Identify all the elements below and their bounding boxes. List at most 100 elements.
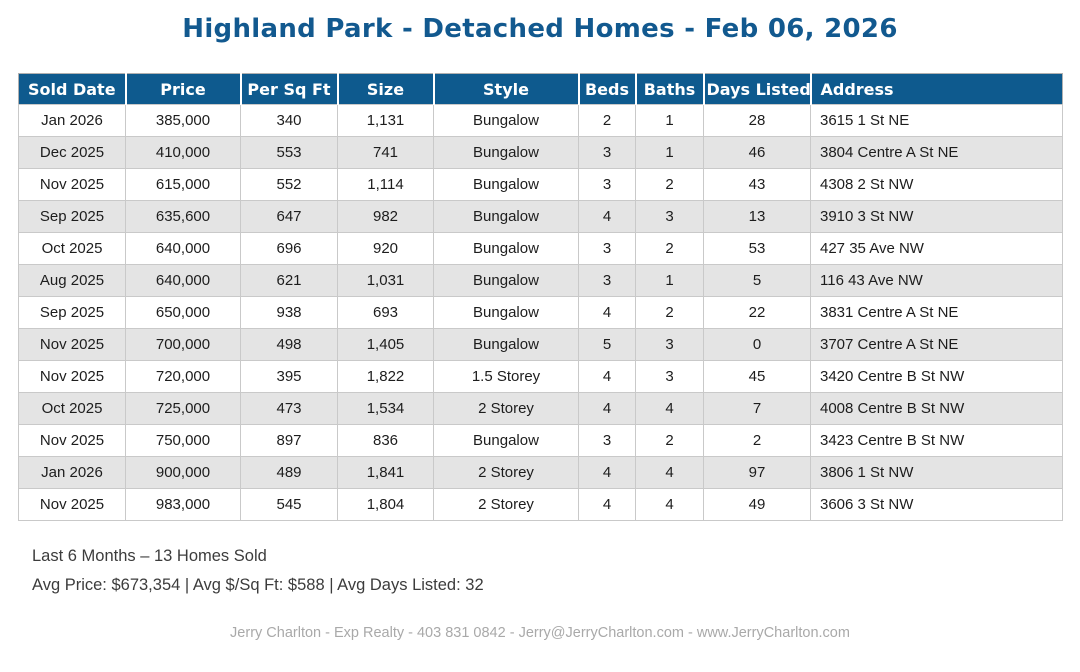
cell-baths: 2 xyxy=(635,424,704,457)
cell-beds: 5 xyxy=(578,328,636,361)
cell-beds: 2 xyxy=(578,104,636,137)
cell-sold-date: Aug 2025 xyxy=(18,264,126,297)
table-header-row: Sold Date Price Per Sq Ft Size Style Beds Bath… xyxy=(18,73,1063,105)
cell-baths: 3 xyxy=(635,328,704,361)
cell-address: 4308 2 St NW xyxy=(810,168,1063,201)
table-row: Jan 2026 900,000 489 1,841 2 Storey 4 4 97 3806 … xyxy=(18,456,1063,489)
cell-price: 640,000 xyxy=(125,232,241,265)
cell-address: 3615 1 St NE xyxy=(810,104,1063,137)
cell-sold-date: Nov 2025 xyxy=(18,328,126,361)
agent-contact-line: Jerry Charlton - Exp Realty - 403 831 08… xyxy=(230,625,850,641)
cell-address: 427 35 Ave NW xyxy=(810,232,1063,265)
cell-baths: 2 xyxy=(635,168,704,201)
cell-sold-date: Dec 2025 xyxy=(18,136,126,169)
cell-price: 720,000 xyxy=(125,360,241,393)
cell-per-sq-ft: 647 xyxy=(240,200,338,233)
column-header-sold-date: Sold Date xyxy=(18,73,127,105)
cell-style: Bungalow xyxy=(433,200,579,233)
table-row: Nov 2025 750,000 897 836 Bungalow 3 2 2 3423 Cen… xyxy=(18,424,1063,457)
cell-style: Bungalow xyxy=(433,424,579,457)
cell-style: 2 Storey xyxy=(433,488,579,521)
table-row: Oct 2025 640,000 696 920 Bungalow 3 2 53 427 35 … xyxy=(18,232,1063,265)
cell-size: 693 xyxy=(337,296,434,329)
cell-price: 725,000 xyxy=(125,392,241,425)
column-header-address: Address xyxy=(810,73,1063,105)
cell-style: Bungalow xyxy=(433,296,579,329)
page-title: Highland Park - Detached Homes - Feb 06,… xyxy=(182,14,898,44)
table-row: Nov 2025 700,000 498 1,405 Bungalow 5 3 0 3707 C… xyxy=(18,328,1063,361)
table-row: Nov 2025 615,000 552 1,114 Bungalow 3 2 43 4308 … xyxy=(18,168,1063,201)
cell-style: Bungalow xyxy=(433,264,579,297)
cell-price: 635,600 xyxy=(125,200,241,233)
cell-price: 650,000 xyxy=(125,296,241,329)
cell-beds: 4 xyxy=(578,360,636,393)
cell-days-listed: 28 xyxy=(703,104,811,137)
cell-beds: 4 xyxy=(578,392,636,425)
cell-address: 116 43 Ave NW xyxy=(810,264,1063,297)
cell-baths: 4 xyxy=(635,392,704,425)
cell-baths: 1 xyxy=(635,104,704,137)
table-row: Nov 2025 720,000 395 1,822 1.5 Storey 4 3 45 342… xyxy=(18,360,1063,393)
cell-beds: 3 xyxy=(578,264,636,297)
table-row: Nov 2025 983,000 545 1,804 2 Storey 4 4 49 3606 … xyxy=(18,488,1063,521)
cell-baths: 4 xyxy=(635,488,704,521)
cell-size: 1,131 xyxy=(337,104,434,137)
cell-per-sq-ft: 545 xyxy=(240,488,338,521)
cell-beds: 3 xyxy=(578,232,636,265)
cell-address: 4008 Centre B St NW xyxy=(810,392,1063,425)
column-header-price: Price xyxy=(125,73,242,105)
cell-beds: 3 xyxy=(578,168,636,201)
cell-sold-date: Oct 2025 xyxy=(18,392,126,425)
cell-sold-date: Nov 2025 xyxy=(18,168,126,201)
cell-size: 836 xyxy=(337,424,434,457)
cell-baths: 2 xyxy=(635,296,704,329)
cell-days-listed: 43 xyxy=(703,168,811,201)
cell-beds: 4 xyxy=(578,488,636,521)
cell-price: 385,000 xyxy=(125,104,241,137)
cell-address: 3806 1 St NW xyxy=(810,456,1063,489)
cell-sold-date: Sep 2025 xyxy=(18,296,126,329)
column-header-days-listed: Days Listed xyxy=(703,73,812,105)
column-header-style: Style xyxy=(433,73,580,105)
cell-address: 3423 Centre B St NW xyxy=(810,424,1063,457)
cell-address: 3707 Centre A St NE xyxy=(810,328,1063,361)
cell-price: 700,000 xyxy=(125,328,241,361)
cell-days-listed: 53 xyxy=(703,232,811,265)
sold-homes-table: Sold Date Price Per Sq Ft Size Style Beds Bath… xyxy=(18,73,1063,521)
cell-style: Bungalow xyxy=(433,168,579,201)
cell-beds: 3 xyxy=(578,136,636,169)
cell-style: Bungalow xyxy=(433,232,579,265)
cell-style: Bungalow xyxy=(433,104,579,137)
summary-averages: Avg Price: $673,354 | Avg $/Sq Ft: $588 … xyxy=(32,576,484,594)
cell-per-sq-ft: 696 xyxy=(240,232,338,265)
cell-baths: 1 xyxy=(635,264,704,297)
cell-style: Bungalow xyxy=(433,136,579,169)
cell-beds: 4 xyxy=(578,296,636,329)
table-body: Jan 2026 385,000 340 1,131 Bungalow 2 1 28 3615 … xyxy=(18,104,1063,521)
cell-baths: 4 xyxy=(635,456,704,489)
cell-per-sq-ft: 938 xyxy=(240,296,338,329)
cell-size: 1,841 xyxy=(337,456,434,489)
cell-sold-date: Jan 2026 xyxy=(18,104,126,137)
table-row: Sep 2025 635,600 647 982 Bungalow 4 3 13 3910 3 … xyxy=(18,200,1063,233)
cell-address: 3804 Centre A St NE xyxy=(810,136,1063,169)
cell-sold-date: Oct 2025 xyxy=(18,232,126,265)
cell-size: 1,534 xyxy=(337,392,434,425)
cell-sold-date: Nov 2025 xyxy=(18,424,126,457)
table-row: Jan 2026 385,000 340 1,131 Bungalow 2 1 28 3615 … xyxy=(18,104,1063,137)
cell-price: 900,000 xyxy=(125,456,241,489)
cell-days-listed: 22 xyxy=(703,296,811,329)
cell-address: 3831 Centre A St NE xyxy=(810,296,1063,329)
cell-style: 2 Storey xyxy=(433,392,579,425)
cell-days-listed: 97 xyxy=(703,456,811,489)
cell-beds: 3 xyxy=(578,424,636,457)
cell-days-listed: 7 xyxy=(703,392,811,425)
column-header-size: Size xyxy=(337,73,435,105)
cell-sold-date: Nov 2025 xyxy=(18,360,126,393)
cell-days-listed: 49 xyxy=(703,488,811,521)
cell-size: 1,114 xyxy=(337,168,434,201)
column-header-baths: Baths xyxy=(635,73,705,105)
cell-size: 1,405 xyxy=(337,328,434,361)
cell-beds: 4 xyxy=(578,456,636,489)
cell-sold-date: Jan 2026 xyxy=(18,456,126,489)
